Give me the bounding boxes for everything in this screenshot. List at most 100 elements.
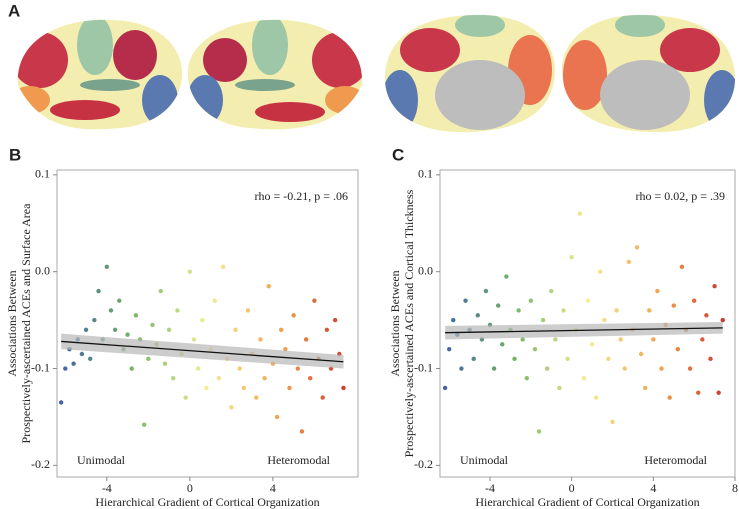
point — [459, 366, 464, 371]
point — [112, 327, 118, 332]
point — [183, 395, 188, 400]
point — [204, 385, 209, 391]
point — [532, 346, 538, 352]
y-tick-label: -0.1 — [414, 360, 433, 374]
point — [720, 317, 725, 323]
point — [581, 376, 587, 381]
y-axis-label: Prospectively-ascertained ACEs and Corti… — [402, 189, 416, 457]
point — [216, 376, 222, 381]
point — [88, 356, 93, 362]
point — [141, 422, 147, 427]
point — [667, 395, 672, 400]
brain-medial-right — [562, 15, 736, 133]
point — [516, 308, 521, 313]
point — [332, 317, 338, 323]
point — [291, 313, 296, 318]
point — [610, 419, 615, 424]
point — [96, 288, 101, 294]
x-tick-label: 4 — [650, 481, 656, 495]
x-axis-label: Hierarchical Gradient of Cortical Organi… — [475, 495, 699, 509]
unimodal-label: Unimodal — [460, 453, 509, 467]
point — [191, 337, 197, 342]
plot-frame — [56, 169, 359, 478]
point — [233, 327, 238, 332]
point — [166, 327, 172, 332]
y-axis-label: Prospectively-ascertained ACEs and Surfa… — [19, 203, 33, 444]
point — [58, 400, 64, 405]
point — [117, 298, 122, 303]
panel-label: A — [8, 1, 20, 20]
point — [475, 313, 480, 318]
point — [647, 308, 652, 313]
point — [83, 327, 89, 332]
point — [241, 385, 247, 391]
point — [320, 395, 325, 400]
point — [642, 385, 648, 391]
point — [92, 317, 97, 323]
y-tick-label: 0.1 — [418, 167, 433, 181]
point — [598, 269, 603, 274]
point — [565, 356, 570, 362]
point — [258, 337, 263, 342]
point — [278, 327, 284, 332]
panel-label: B — [9, 145, 21, 164]
point — [125, 332, 130, 337]
x-tick-label: 0 — [187, 481, 193, 495]
point — [446, 346, 452, 352]
point — [171, 376, 176, 381]
y-tick-label: 0.0 — [35, 263, 50, 277]
x-tick-label: 0 — [569, 481, 575, 495]
annotation: rho = 0.02, p = .39 — [635, 189, 725, 203]
point — [295, 366, 300, 371]
point — [299, 429, 305, 434]
point — [561, 308, 566, 313]
brain-medial-left — [384, 15, 555, 133]
point — [536, 429, 542, 434]
point — [679, 264, 685, 270]
point — [212, 298, 217, 303]
point — [585, 298, 591, 303]
y-tick-label: -0.2 — [414, 457, 433, 471]
x-tick-label: -4 — [485, 481, 495, 495]
point — [283, 346, 288, 352]
x-tick-label: 8 — [732, 481, 738, 495]
x-axis-label: Hierarchical Gradient of Cortical Organi… — [95, 495, 319, 509]
point — [634, 245, 640, 250]
panel-label: C — [392, 145, 404, 164]
point — [308, 376, 313, 381]
point — [495, 303, 501, 308]
point — [200, 317, 205, 323]
point — [520, 337, 525, 342]
point — [593, 395, 599, 400]
point — [303, 337, 309, 342]
point — [577, 211, 583, 216]
point — [638, 351, 644, 357]
point — [614, 308, 619, 313]
point — [483, 288, 489, 294]
point — [528, 298, 534, 303]
point — [237, 366, 242, 371]
point — [512, 356, 517, 362]
y-axis-label: Associations Between — [5, 270, 19, 376]
point — [504, 274, 509, 279]
point — [651, 337, 656, 342]
y-tick-label: 0.0 — [418, 263, 433, 277]
plot-frame — [439, 169, 736, 478]
point — [712, 284, 717, 289]
point — [524, 376, 529, 381]
point — [675, 346, 681, 352]
point — [622, 366, 627, 371]
trend-line — [445, 327, 723, 334]
x-tick-label: -4 — [102, 481, 112, 495]
point — [220, 264, 226, 270]
point — [71, 361, 76, 366]
point — [262, 376, 267, 381]
point — [540, 317, 546, 323]
point — [451, 317, 456, 323]
y-tick-label: -0.2 — [31, 457, 50, 471]
point — [626, 259, 632, 265]
point — [589, 342, 595, 347]
point — [708, 356, 713, 362]
point — [79, 351, 85, 357]
